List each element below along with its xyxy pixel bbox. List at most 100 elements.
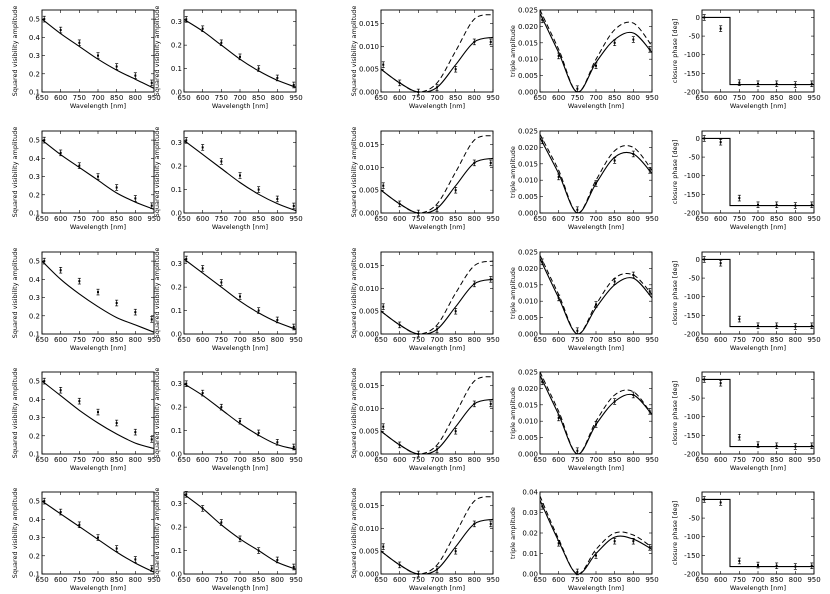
x-tick-label: 750 [733, 94, 746, 102]
data-point [220, 521, 223, 524]
panel-r4-c2: 650 600 750 700 850 800 950 0.0 0.1 0.2 0.3 Wavelen… [153, 368, 303, 472]
x-axis-label: Wavelength [nm] [70, 464, 126, 472]
data-point [97, 411, 99, 414]
x-tick-label: 700 [751, 94, 764, 102]
series-model-solid [42, 380, 154, 450]
y-tick-label: 0.5 [29, 137, 40, 145]
x-tick-label: 700 [589, 336, 602, 344]
panel-r2-c4: 650 600 750 700 850 800 950 0.000 0.005 0.010 0.01… [509, 128, 659, 232]
x-tick-label: 850 [449, 576, 462, 584]
data-point [719, 27, 722, 30]
x-tick-label: 800 [129, 576, 142, 584]
x-tick-label: 750 [571, 576, 584, 584]
data-point [201, 27, 204, 30]
x-axis-label: Wavelength [nm] [409, 584, 465, 592]
x-tick-label: 950 [289, 336, 302, 344]
x-tick-label: 800 [468, 94, 481, 102]
y-tick-label: 0.015 [518, 160, 538, 168]
x-tick-label: 700 [751, 215, 764, 223]
x-axis-label: Wavelength [nm] [730, 464, 786, 472]
data-point [398, 202, 401, 205]
x-tick-label: 850 [252, 576, 265, 584]
y-tick-label: 0.5 [29, 16, 40, 24]
series-model-dashed [540, 10, 652, 92]
panel-r2-c3: 650 600 750 700 850 800 950 0.000 0.005 0.010 0.01… [350, 127, 500, 231]
data-point [115, 422, 118, 425]
data-point [719, 262, 722, 265]
series-model-solid [184, 18, 296, 88]
data-point [115, 186, 118, 189]
x-tick-label: 650 [374, 336, 387, 344]
data-point [576, 87, 579, 90]
y-tick-label: -150 [684, 70, 700, 78]
data-point [292, 204, 295, 207]
y-tick-label: 0.3 [171, 380, 182, 388]
x-tick-label: 600 [714, 576, 727, 584]
x-tick-label: 650 [177, 94, 190, 102]
data-point [794, 204, 797, 207]
x-tick-label: 950 [486, 336, 499, 344]
data-point [417, 333, 420, 335]
data-point [613, 280, 616, 283]
data-point [576, 208, 579, 211]
x-tick-label: 650 [374, 456, 387, 464]
data-point [292, 325, 295, 328]
plot-frame [41, 130, 155, 214]
x-tick-label: 950 [807, 336, 820, 344]
x-tick-label: 600 [714, 215, 727, 223]
x-tick-label: 700 [233, 576, 246, 584]
x-axis-label: Wavelength [nm] [212, 464, 268, 472]
panel-r5-c1: 650 600 750 700 850 800 950 0.1 0.2 0.3 0.4 0.5 Wave… [11, 488, 161, 592]
x-tick-label: 600 [552, 336, 565, 344]
series-model-solid [702, 137, 814, 207]
x-tick-label: 850 [770, 336, 783, 344]
data-point [632, 273, 635, 276]
x-axis-label: Wavelength [nm] [409, 223, 465, 231]
plot-frame [380, 9, 494, 93]
data-point [738, 559, 741, 562]
y-tick-label: 0.015 [518, 281, 538, 289]
series-model-solid [184, 383, 296, 450]
x-tick-label: 750 [733, 576, 746, 584]
data-point [757, 443, 759, 446]
y-tick-label: 0.2 [171, 163, 182, 171]
x-axis-label: Wavelength [nm] [730, 223, 786, 231]
data-point [276, 318, 279, 321]
y-tick-label: -100 [684, 293, 700, 301]
x-tick-label: 850 [449, 215, 462, 223]
series-model-solid [184, 493, 296, 570]
y-axis-label: Squared visibility amplitude [153, 248, 161, 339]
x-tick-label: 700 [430, 576, 443, 584]
data-point [97, 291, 99, 294]
panel-r4-c4: 650 600 750 700 850 800 950 0.000 0.005 0.010 0.01… [509, 369, 659, 473]
plot-frame [701, 130, 815, 214]
y-tick-label: 0.3 [29, 534, 40, 542]
data-point [97, 54, 99, 57]
x-tick-label: 800 [468, 215, 481, 223]
y-tick-label: 0.1 [171, 186, 182, 194]
y-tick-label: -50 [689, 275, 700, 283]
data-point [43, 139, 46, 142]
data-point [738, 318, 741, 321]
x-tick-label: 800 [789, 576, 802, 584]
plot-frame [380, 130, 494, 214]
x-tick-label: 950 [147, 94, 160, 102]
data-point [43, 260, 46, 263]
plot-frame [183, 371, 297, 455]
x-tick-label: 800 [627, 576, 640, 584]
data-point [810, 82, 813, 85]
series-model-dashed [381, 260, 493, 334]
y-tick-label: 0 [696, 14, 700, 22]
y-tick-label: -50 [689, 515, 700, 523]
y-tick-label: 0 [696, 135, 700, 143]
y-tick-label: 0.01 [522, 550, 538, 558]
data-point [239, 55, 241, 58]
y-axis-label: closure phase [deg] [671, 140, 679, 204]
data-point [417, 453, 420, 455]
data-point [97, 175, 99, 178]
x-tick-label: 600 [552, 456, 565, 464]
y-tick-label: 0 [696, 376, 700, 384]
x-tick-label: 950 [645, 576, 658, 584]
data-point [738, 436, 741, 439]
x-tick-label: 800 [627, 336, 640, 344]
